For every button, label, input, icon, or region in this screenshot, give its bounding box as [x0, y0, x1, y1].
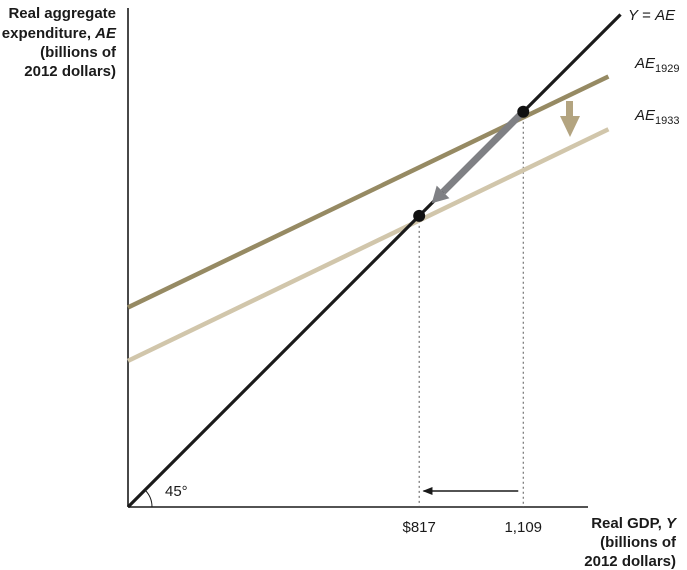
ae-1929-label-base: AE	[634, 55, 656, 72]
equilibrium-point-1929	[517, 105, 530, 118]
movement-arrow-shaft	[440, 112, 523, 195]
y-label-var: AE	[94, 25, 117, 42]
ae-1933-label-sub: 1933	[655, 115, 679, 127]
movement-arrow-head	[431, 185, 450, 204]
x-label-line-2: (billions of	[600, 534, 677, 551]
shift-arrow-shaft	[566, 101, 573, 117]
x-label-line-1-text: Real GDP,	[591, 515, 666, 532]
y-equals-ae-label: Y = AE	[628, 7, 676, 24]
shift-down-arrow	[560, 101, 580, 137]
shift-arrow-head	[560, 116, 580, 137]
x-axis-label: Real GDP, Y (billions of 2012 dollars)	[584, 515, 678, 570]
y-label-line-1: Real aggregate	[8, 5, 116, 22]
movement-arrow	[431, 112, 523, 204]
y-label-line-2-text: expenditure,	[2, 25, 95, 42]
angle-label: 45°	[165, 483, 188, 500]
ae-1933-label-base: AE	[634, 107, 656, 124]
y-axis-label: Real aggregate expenditure, AE (billions…	[2, 5, 117, 80]
y-label-line-2: expenditure, AE	[2, 25, 117, 42]
ae-1929-label-sub: 1929	[655, 63, 679, 75]
x-label-line-3: 2012 dollars)	[584, 553, 676, 570]
angle-arc	[144, 489, 153, 508]
y-equals-ae-line	[126, 13, 622, 509]
y-equals-ae-label-y: Y	[628, 7, 639, 24]
x-label-line-1: Real GDP, Y	[591, 515, 678, 532]
x-tick-label-817: $817	[402, 519, 435, 536]
ae-1929-label: AE1929	[634, 55, 680, 75]
ae-1933-label: AE1933	[634, 107, 680, 127]
equilibrium-point-1933	[413, 209, 426, 222]
y-equals-ae-label-ae: AE	[654, 7, 676, 24]
ae-1933-line	[127, 127, 610, 363]
y-label-line-4: 2012 dollars)	[24, 63, 116, 80]
y-equals-ae-label-eq: =	[638, 7, 655, 24]
y-label-line-3: (billions of	[40, 44, 117, 61]
x-tick-label-1109: 1,109	[504, 519, 542, 536]
x-label-var: Y	[666, 515, 678, 532]
ae-1929-line	[127, 74, 610, 310]
